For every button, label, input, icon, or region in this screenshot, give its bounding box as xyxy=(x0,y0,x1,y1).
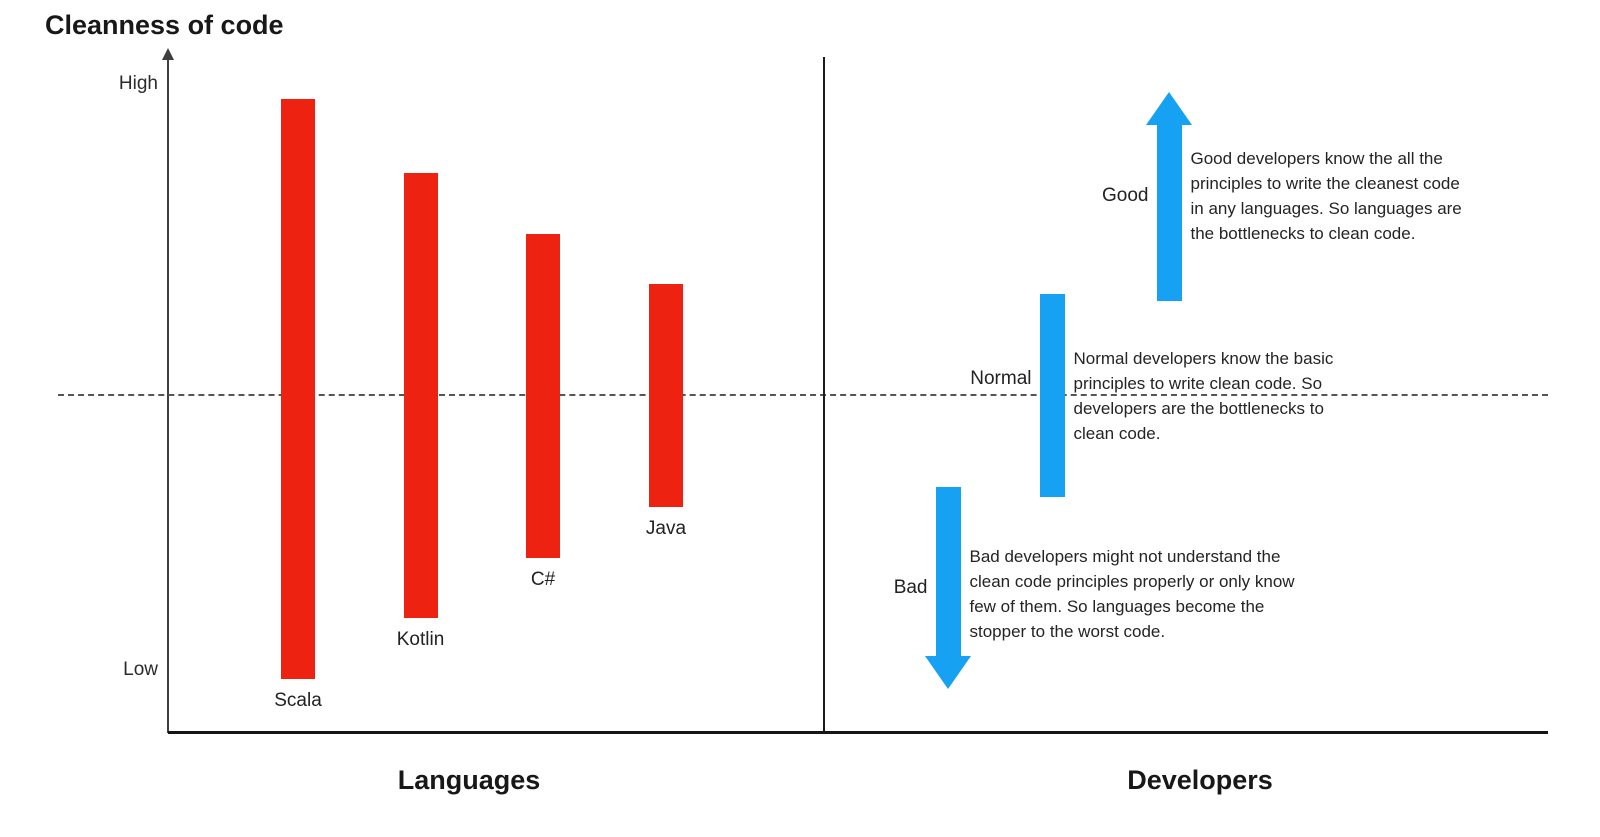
developer-note-normal-line-4: clean code. xyxy=(1073,423,1161,443)
developer-note-bad-line-3: few of them. So languages become the xyxy=(969,596,1265,616)
developer-note-bad-line-1: Bad developers might not understand the xyxy=(969,546,1281,566)
developer-note-good-line-4: the bottlenecks to clean code. xyxy=(1190,224,1416,244)
midline-dashed xyxy=(58,394,1548,396)
developer-note-bad-line-4: stopper to the worst code. xyxy=(969,621,1166,641)
arrow-shaft-bad xyxy=(935,486,961,658)
developer-label-normal: Normal xyxy=(970,367,1032,389)
developer-note-good-line-3: in any languages. So languages are xyxy=(1190,199,1462,219)
bar-label-c#: C# xyxy=(530,568,556,590)
bar-label-java: Java xyxy=(645,517,687,539)
developer-label-good: Good xyxy=(1102,185,1149,207)
developer-note-good-line-1: Good developers know the all the xyxy=(1190,149,1443,169)
bar-java xyxy=(649,284,683,507)
developer-note-normal-line-1: Normal developers know the basic xyxy=(1073,348,1334,368)
developer-note-good-line-2: principles to write the cleanest code xyxy=(1190,174,1460,194)
bar-kotlin xyxy=(403,172,438,619)
y-axis-low-label: Low xyxy=(123,659,158,680)
developer-note-normal-line-3: developers are the bottlenecks to xyxy=(1073,398,1324,418)
arrow-down-head-bad xyxy=(924,656,971,690)
section-divider xyxy=(823,57,825,733)
y-axis-high-label: High xyxy=(118,73,158,94)
page-title: Cleanness of code xyxy=(45,10,284,40)
bar-scala xyxy=(281,98,315,679)
arrow-up-head-good xyxy=(1145,91,1192,125)
bar-label-scala: Scala xyxy=(274,690,322,711)
bar-c# xyxy=(526,233,560,558)
developer-note-normal-line-2: principles to write clean code. So xyxy=(1073,373,1323,393)
section-label-languages: Languages xyxy=(397,765,541,795)
y-axis-arrowhead-icon xyxy=(162,48,174,60)
developer-note-bad: Bad developers might not understand the c… xyxy=(970,544,1295,644)
developer-note-bad-line-2: clean code principles properly or only k… xyxy=(969,571,1295,591)
arrow-shaft-good xyxy=(1156,123,1182,301)
bar-label-kotlin: Kotlin xyxy=(396,629,445,651)
developer-note-normal: Normal developers know the basic principl… xyxy=(1074,346,1334,446)
x-axis xyxy=(168,731,1548,734)
developer-label-bad: Bad xyxy=(893,576,928,598)
section-label-developers: Developers xyxy=(1127,765,1273,795)
range-bar-normal xyxy=(1039,294,1065,497)
developer-note-good: Good developers know the all the principl… xyxy=(1191,146,1462,246)
